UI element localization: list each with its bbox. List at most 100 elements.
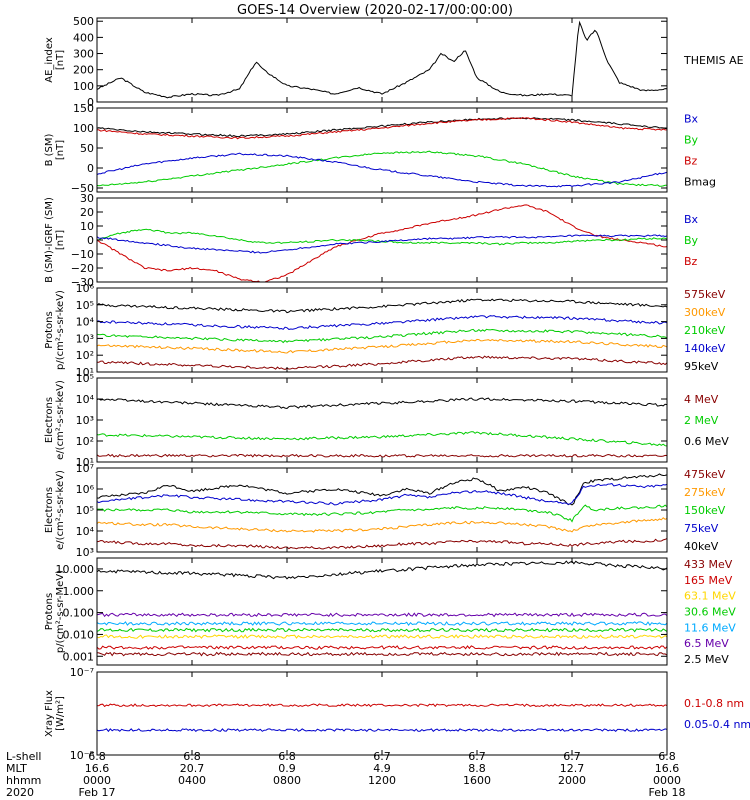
series-themis-ae bbox=[97, 20, 667, 99]
series-165-mev bbox=[97, 645, 667, 650]
y-tick-label: 1.000 bbox=[63, 585, 95, 598]
legend-entry: 300keV bbox=[684, 306, 726, 319]
y-tick-label: 10⁻⁸ bbox=[70, 749, 95, 762]
time-axis-row-label: L-shell bbox=[6, 750, 42, 763]
panel-6: 10³ 10⁴ 10⁵ 10⁶ 10⁷ Electrons e/(cm²-s-sr-keV)… bbox=[44, 462, 726, 559]
series-0-6-mev bbox=[97, 397, 667, 410]
y-tick-label: 10⁵ bbox=[76, 299, 94, 312]
y-tick-label: 10¹ bbox=[76, 366, 94, 379]
panel-2: −50 0 50 100 150 B (SM) [nT] Bx By Bz Bmag bbox=[44, 102, 716, 195]
series-63-1-mev bbox=[97, 634, 667, 639]
y-tick-label: 10³ bbox=[76, 414, 94, 427]
y-axis-label: B (SM)-IGRF (SM) bbox=[44, 197, 55, 283]
series-by bbox=[97, 150, 667, 187]
series-150kev bbox=[97, 504, 667, 523]
panel-frame bbox=[96, 107, 668, 193]
time-axis-tick-label: 6.8 bbox=[658, 750, 676, 763]
legend-entry: 150keV bbox=[684, 504, 726, 517]
series-0-05-0-4-nm bbox=[97, 728, 667, 733]
y-tick-label: 200 bbox=[73, 64, 94, 77]
y-axis-label: [nT] bbox=[55, 230, 66, 250]
series-40kev bbox=[97, 473, 667, 506]
y-axis-label: [nT] bbox=[55, 140, 66, 160]
legend-entry: 2.5 MeV bbox=[684, 653, 729, 666]
y-tick-label: −50 bbox=[71, 182, 94, 195]
y-tick-label: 500 bbox=[73, 15, 94, 28]
panel-8: 10⁻⁸ 10⁻⁷ Xray Flux [W/m²] 0.1-0.8 nm 0.05-0.… bbox=[44, 666, 750, 762]
series-575kev bbox=[97, 355, 667, 371]
y-tick-label: 30 bbox=[80, 192, 94, 205]
y-tick-label: 10⁶ bbox=[76, 483, 95, 496]
y-tick-label: 100 bbox=[73, 80, 94, 93]
legend-entry: 575keV bbox=[684, 288, 726, 301]
legend-entry: 433 MeV bbox=[684, 558, 733, 571]
time-axis-row-label: hhmm bbox=[6, 774, 41, 787]
y-tick-label: 0 bbox=[87, 96, 94, 109]
series-2-5-mev bbox=[97, 560, 667, 580]
y-tick-label: 10³ bbox=[76, 332, 94, 345]
y-tick-label: 20 bbox=[80, 206, 94, 219]
series-475kev bbox=[97, 538, 667, 550]
panel-frame bbox=[96, 377, 668, 463]
panel-5: 10¹ 10² 10³ 10⁴ 10⁵ Electrons e/(cm²-s-sr-keV)… bbox=[44, 372, 729, 469]
time-axis-tick-label: Feb 17 bbox=[79, 786, 116, 799]
legend-entry: Bz bbox=[684, 155, 698, 168]
y-tick-label: 0.010 bbox=[63, 628, 95, 641]
panel-frame bbox=[96, 287, 668, 373]
legend-entry: 40keV bbox=[684, 540, 719, 553]
panel-frame bbox=[96, 17, 668, 103]
y-tick-label: 10⁴ bbox=[76, 525, 95, 538]
legend-entry: 165 MeV bbox=[684, 574, 733, 587]
series-75kev bbox=[97, 483, 667, 506]
time-axis-tick-label: 0000 bbox=[653, 774, 681, 787]
series-0-1-0-8-nm bbox=[97, 703, 667, 708]
series-group bbox=[97, 204, 667, 282]
y-tick-label: −30 bbox=[71, 276, 94, 289]
legend-entry: 63.1 MeV bbox=[684, 590, 736, 603]
y-axis-label: e/(cm²-s-sr-keV) bbox=[55, 470, 66, 550]
y-axis-label: Xray Flux bbox=[44, 690, 55, 737]
legend-entry: Bmag bbox=[684, 176, 716, 189]
legend-entry: 95keV bbox=[684, 360, 719, 373]
legend-entry: 2 MeV bbox=[684, 414, 719, 427]
time-axis-tick-label: 6.7 bbox=[563, 750, 581, 763]
series-group bbox=[97, 397, 667, 458]
time-axis-tick-label: 1200 bbox=[368, 774, 396, 787]
y-tick-label: 50 bbox=[80, 142, 94, 155]
series-by bbox=[97, 228, 667, 246]
legend-entry: Bx bbox=[684, 213, 699, 226]
y-axis-label: [W/m²] bbox=[55, 696, 66, 731]
y-axis-label: Electrons bbox=[44, 487, 55, 533]
y-tick-label: −10 bbox=[71, 248, 94, 261]
y-tick-label: 10⁷ bbox=[76, 462, 94, 475]
time-axis-tick-label: 16.6 bbox=[655, 762, 680, 775]
time-axis-tick-label: 6.8 bbox=[88, 750, 106, 763]
series-group bbox=[97, 473, 667, 550]
time-axis-tick-label: 20.7 bbox=[180, 762, 205, 775]
time-axis-tick-label: 12.7 bbox=[560, 762, 585, 775]
y-tick-label: 0.100 bbox=[63, 607, 95, 620]
y-axis-label: B (SM) bbox=[44, 133, 55, 166]
y-tick-label: 0 bbox=[87, 162, 94, 175]
legend-entry: THEMIS AE bbox=[683, 54, 744, 67]
legend-entry: 475keV bbox=[684, 468, 726, 481]
y-axis-label: p/(cm²-s-sr-MeV) bbox=[55, 570, 66, 653]
time-axis-row-label: MLT bbox=[6, 762, 27, 775]
series-95kev bbox=[97, 298, 667, 314]
time-axis-tick-label: 6.7 bbox=[373, 750, 391, 763]
series-bz bbox=[97, 116, 667, 140]
time-axis-tick-label: 2000 bbox=[558, 774, 586, 787]
legend-entry: 140keV bbox=[684, 342, 726, 355]
time-axis-tick-label: 1600 bbox=[463, 774, 491, 787]
y-axis-label: Protons bbox=[44, 311, 55, 348]
series-275kev bbox=[97, 517, 667, 533]
series-11-6-mev bbox=[97, 621, 667, 626]
y-axis-label: [nT] bbox=[55, 50, 66, 70]
panel-frame bbox=[96, 671, 668, 756]
y-tick-label: 0.001 bbox=[63, 650, 95, 663]
legend-entry: 6.5 MeV bbox=[684, 637, 729, 650]
y-axis-label: e/(cm²-s-sr-keV) bbox=[55, 380, 66, 460]
